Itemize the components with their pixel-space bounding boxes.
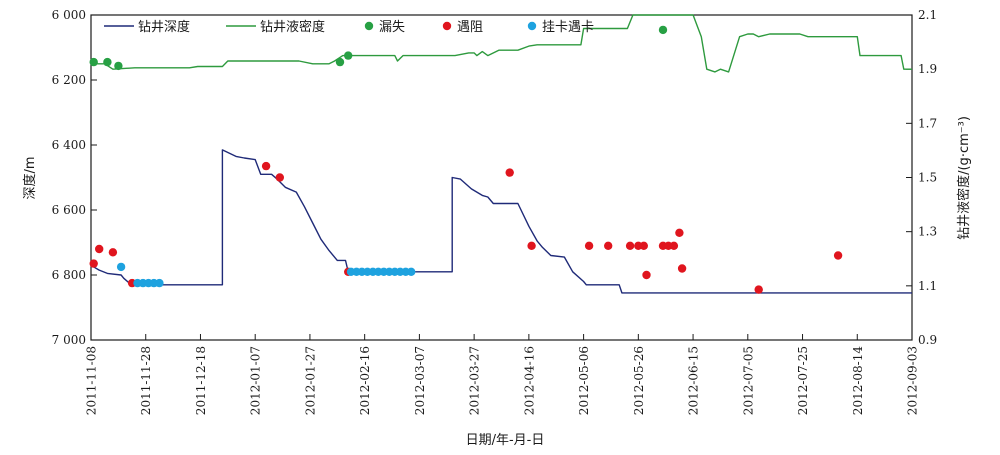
y-left-tick-label: 6 800 <box>52 268 86 282</box>
y-left-axis-label: 深度/m <box>22 156 38 199</box>
x-tick-label: 2012-04-16 <box>522 346 536 415</box>
x-tick-label: 2012-05-26 <box>632 346 646 415</box>
resistance-point <box>89 259 98 268</box>
resistance-point <box>639 241 648 250</box>
x-axis-label: 日期/年-月-日 <box>466 433 545 448</box>
resistance-point <box>625 241 635 250</box>
legend-label-stuck: 挂卡遇卡 <box>542 20 594 35</box>
resistance-point <box>833 251 843 260</box>
resistance-point <box>669 241 679 250</box>
legend-label-loss: 漏失 <box>379 19 405 35</box>
y-right-tick-label: 1.5 <box>918 171 937 185</box>
x-tick-label: 2012-03-27 <box>468 346 482 415</box>
y-right-tick-label: 1.1 <box>918 279 937 293</box>
legend-swatch-loss <box>364 21 374 31</box>
resistance-point <box>675 228 684 237</box>
y-right-tick-label: 1.3 <box>918 225 937 239</box>
resistance-point <box>754 285 763 294</box>
x-tick-label: 2012-02-16 <box>358 346 372 415</box>
depth-line <box>90 149 912 294</box>
plot-area-border <box>90 14 913 341</box>
resistance-point <box>95 244 104 254</box>
loss-point <box>89 57 98 67</box>
y-right-tick-label: 0.9 <box>918 333 937 347</box>
loss-point <box>344 51 353 60</box>
resistance-point <box>604 241 613 250</box>
resistance-point <box>584 241 594 250</box>
resistance-point <box>505 168 514 177</box>
y-left-tick-label: 6 200 <box>52 73 86 87</box>
legend-label-depth: 钻井深度 <box>138 19 190 35</box>
resistance-point <box>642 270 651 280</box>
x-tick-label: 2012-07-25 <box>796 346 810 415</box>
loss-point <box>658 25 668 35</box>
x-tick-label: 2012-01-27 <box>303 346 317 415</box>
legend-label-resistance: 遇阻 <box>457 20 483 35</box>
x-tick-label: 2012-09-03 <box>906 346 920 415</box>
stuck-point <box>407 267 416 276</box>
y-left-tick-label: 7 000 <box>52 333 86 347</box>
x-tick-label: 2011-12-18 <box>194 346 208 415</box>
y-left-tick-label: 6 000 <box>52 8 86 22</box>
resistance-point <box>275 173 284 182</box>
y-left-tick-label: 6 400 <box>52 138 86 152</box>
resistance-point <box>677 264 687 273</box>
x-tick-label: 2012-01-07 <box>249 346 263 415</box>
y-right-axis-label: 钻井液密度/(g·cm⁻³) <box>956 116 972 240</box>
resistance-point <box>108 248 118 257</box>
legend: 钻井深度 钻井液密度 漏失 遇阻 挂卡遇卡 <box>104 19 594 35</box>
x-axis-ticks: 2011-11-08 2011-11-28 2011-12-18 2012-01-07… <box>85 334 920 415</box>
stuck-point <box>155 278 164 288</box>
y-left-axis-ticks: 6 000 6 200 6 400 6 600 6 800 7 000 <box>52 8 97 347</box>
stuck-point <box>116 262 126 272</box>
resistance-point <box>527 241 536 250</box>
x-tick-label: 2012-06-15 <box>687 346 701 415</box>
x-tick-label: 2012-07-05 <box>741 346 755 415</box>
legend-swatch-resistance <box>442 21 452 31</box>
legend-label-density: 钻井液密度 <box>260 19 325 35</box>
y-right-tick-label: 2.1 <box>918 8 937 22</box>
x-tick-label: 2012-08-14 <box>851 346 865 416</box>
density-line <box>91 14 912 73</box>
x-tick-label: 2012-03-07 <box>413 346 427 415</box>
y-right-tick-label: 1.7 <box>918 116 937 130</box>
x-tick-label: 2012-05-06 <box>577 346 591 415</box>
y-left-tick-label: 6 600 <box>52 203 86 217</box>
y-right-tick-label: 1.9 <box>918 62 937 76</box>
x-tick-label: 2011-11-28 <box>139 346 153 415</box>
plot-frame <box>90 14 913 341</box>
loss-point <box>335 57 345 67</box>
series-layer <box>89 14 912 294</box>
x-tick-label: 2011-11-08 <box>85 346 99 415</box>
resistance-point <box>261 161 271 171</box>
y-right-axis-ticks: 0.9 1.1 1.3 1.5 1.7 1.9 2.1 <box>906 8 937 347</box>
loss-point <box>114 61 123 71</box>
loss-point <box>103 57 112 67</box>
legend-swatch-stuck <box>527 21 537 31</box>
